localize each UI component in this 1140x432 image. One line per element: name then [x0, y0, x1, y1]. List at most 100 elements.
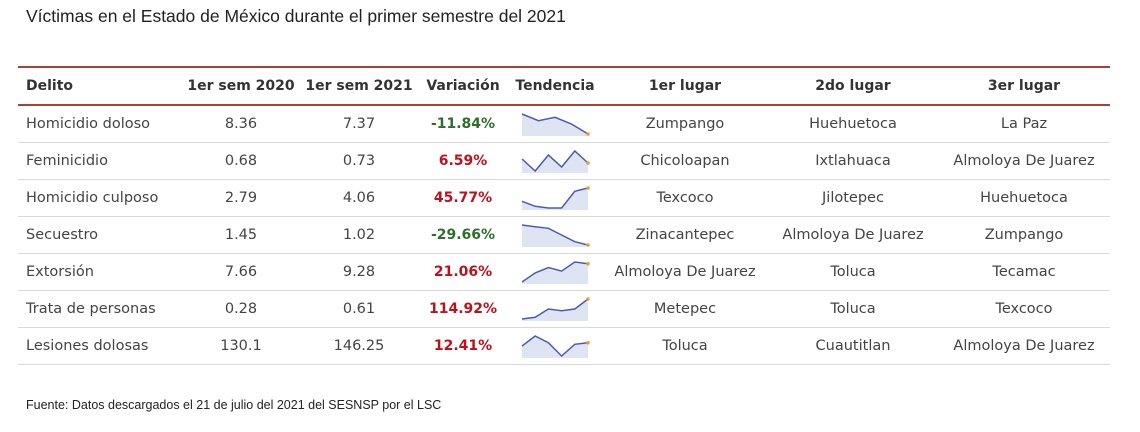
variacion-cell: 6.59%: [438, 153, 488, 169]
table-row: Lesiones dolosas 130.1 146.25 12.41% Toluca C…: [18, 328, 1110, 365]
lugar-2-cell: Toluca: [830, 301, 876, 317]
header-lugar-3: 3er lugar: [987, 78, 1061, 94]
tendencia-cell: [508, 291, 602, 328]
lugar-1-cell: Almoloya De Juarez: [614, 264, 756, 280]
lugar-1-cell: Metepec: [653, 301, 717, 317]
variacion-cell: 45.77%: [433, 190, 493, 206]
sparkline-line: [521, 298, 589, 320]
delito-cell: Homicidio doloso: [26, 116, 151, 132]
sparkline-end-point: [586, 243, 590, 247]
sem-2020-cell: 130.1: [220, 338, 262, 354]
sparkline-end-point: [586, 132, 590, 136]
sparkline: [521, 113, 590, 136]
lugar-2-cell: Cuautitlan: [815, 338, 891, 354]
sem-2021-cell: 0.73: [342, 153, 376, 169]
header-lugar-1: 1er lugar: [648, 78, 722, 94]
sparkline-line: [521, 113, 589, 135]
tendencia-cell: [508, 105, 602, 143]
table-row: Trata de personas 0.28 0.61 114.92% Metepec T…: [18, 291, 1110, 328]
lugar-1-cell: Texcoco: [656, 190, 714, 206]
sparkline-end-point: [586, 186, 590, 190]
table-row: Extorsión 7.66 9.28 21.06% Almoloya De Juare…: [18, 254, 1110, 291]
sparkline: [521, 335, 590, 358]
sparkline-line: [521, 261, 589, 283]
variacion-cell: -29.66%: [430, 227, 496, 243]
sparkline: [521, 261, 590, 284]
sparkline-area: [522, 336, 588, 358]
source-footnote: Fuente: Datos descargados el 21 de julio…: [26, 398, 442, 412]
lugar-2-cell: Almoloya De Juarez: [782, 227, 924, 243]
sparkline-line: [521, 335, 589, 358]
header-lugar-2: 2do lugar: [815, 78, 891, 94]
sem-2021-cell: 1.02: [342, 227, 376, 243]
table-row: Homicidio doloso 8.36 7.37 -11.84% Zumpango H…: [18, 105, 1110, 143]
sparkline-area: [522, 225, 588, 247]
delito-cell: Feminicidio: [26, 153, 108, 169]
tendencia-cell: [508, 143, 602, 180]
table-row: Homicidio culposo 2.79 4.06 45.77% Texcoco Ji…: [18, 180, 1110, 217]
sparkline-line: [521, 224, 589, 246]
crime-table-container: Delito 1er sem 2020 1er sem 2021 Variaci…: [18, 66, 1110, 365]
sparkline-area: [522, 188, 588, 210]
sparkline-line: [521, 149, 589, 173]
lugar-3-cell: Zumpango: [984, 227, 1064, 243]
sem-2020-cell: 7.66: [224, 264, 258, 280]
tendencia-cell: [508, 254, 602, 291]
table-row: Feminicidio 0.68 0.73 6.59% Chicoloapan Ixtla…: [18, 143, 1110, 180]
lugar-2-cell: Jilotepec: [822, 190, 884, 206]
sparkline-area: [522, 262, 588, 284]
delito-cell: Lesiones dolosas: [26, 338, 149, 354]
delito-cell: Trata de personas: [26, 301, 156, 317]
sem-2021-cell: 146.25: [333, 338, 385, 354]
sem-2021-cell: 4.06: [342, 190, 376, 206]
sparkline-line: [521, 187, 589, 209]
tendencia-cell: [508, 180, 602, 217]
delito-cell: Extorsión: [26, 264, 94, 280]
lugar-2-cell: Huehuetoca: [809, 116, 897, 132]
sparkline-end-point: [586, 262, 590, 266]
header-sem-2020: 1er sem 2020: [187, 78, 295, 94]
header-delito: Delito: [26, 78, 74, 94]
sparkline: [521, 297, 590, 321]
sem-2021-cell: 7.37: [342, 116, 376, 132]
sem-2021-cell: 0.61: [342, 301, 376, 317]
header-variacion: Variación: [426, 78, 500, 94]
sem-2020-cell: 8.36: [224, 116, 258, 132]
table-body: Homicidio doloso 8.36 7.37 -11.84% Zumpango H…: [18, 105, 1110, 365]
variacion-cell: 21.06%: [433, 264, 493, 280]
crime-table: Delito 1er sem 2020 1er sem 2021 Variaci…: [18, 66, 1110, 365]
lugar-3-cell: Huehuetoca: [980, 190, 1068, 206]
table-row: Secuestro 1.45 1.02 -29.66% Zinacantepec Almo…: [18, 217, 1110, 254]
lugar-3-cell: La Paz: [1000, 116, 1048, 132]
lugar-1-cell: Toluca: [662, 338, 708, 354]
tendencia-cell: [508, 217, 602, 254]
variacion-cell: 114.92%: [428, 301, 498, 317]
delito-cell: Homicidio culposo: [26, 190, 159, 206]
lugar-3-cell: Tecamac: [992, 264, 1056, 280]
lugar-3-cell: Almoloya De Juarez: [953, 338, 1095, 354]
sem-2020-cell: 0.68: [224, 153, 258, 169]
lugar-3-cell: Almoloya De Juarez: [953, 153, 1095, 169]
variacion-cell: -11.84%: [430, 116, 496, 132]
chart-title: Víctimas en el Estado de México durante …: [26, 6, 566, 26]
lugar-2-cell: Toluca: [830, 264, 876, 280]
header-sem-2021: 1er sem 2021: [305, 78, 413, 94]
lugar-1-cell: Zinacantepec: [635, 227, 735, 243]
sparkline-area: [522, 114, 588, 136]
table-header-row: Delito 1er sem 2020 1er sem 2021 Variaci…: [18, 67, 1110, 105]
sem-2020-cell: 2.79: [224, 190, 258, 206]
lugar-3-cell: Texcoco: [995, 301, 1053, 317]
sparkline: [521, 186, 590, 210]
sparkline: [521, 224, 590, 247]
sparkline: [521, 149, 590, 173]
lugar-1-cell: Chicoloapan: [640, 153, 730, 169]
header-tendencia: Tendencia: [515, 78, 595, 94]
sem-2021-cell: 9.28: [342, 264, 376, 280]
variacion-cell: 12.41%: [433, 338, 493, 354]
sem-2020-cell: 0.28: [224, 301, 258, 317]
sparkline-end-point: [586, 340, 590, 345]
sparkline-end-point: [586, 297, 590, 301]
delito-cell: Secuestro: [26, 227, 98, 243]
lugar-1-cell: Zumpango: [645, 116, 725, 132]
lugar-2-cell: Ixtlahuaca: [815, 153, 891, 169]
